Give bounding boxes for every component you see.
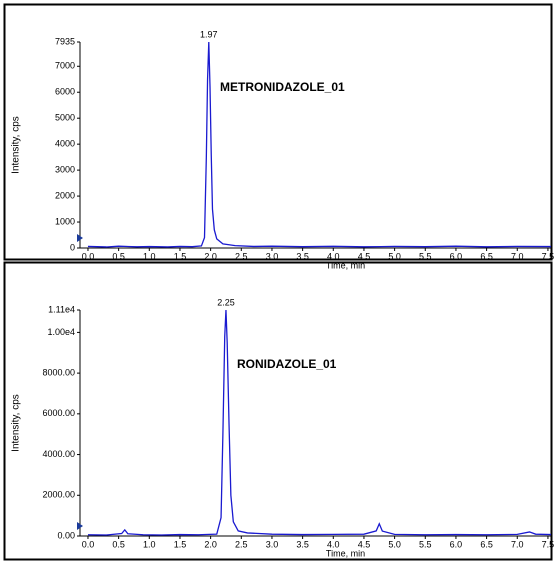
peak-label: 1.97 [200, 29, 218, 39]
x-tick-label: 5.0 [388, 539, 401, 549]
y-axis-label: Intensity, cps [11, 116, 22, 174]
x-tick-label: 7.5 [542, 539, 554, 549]
y-tick-label: 0 [70, 242, 75, 252]
x-tick-label: 5.0 [388, 251, 401, 261]
x-tick-label: 2.0 [204, 539, 217, 549]
x-tick-label: 4.5 [358, 539, 371, 549]
axis-marker [77, 522, 83, 530]
x-tick-label: 0.5 [112, 539, 125, 549]
x-tick-label: 0.0 [82, 539, 95, 549]
x-tick-label: 1.0 [143, 251, 156, 261]
x-tick-label: 3.5 [296, 251, 309, 261]
x-tick-label: 1.5 [174, 539, 187, 549]
x-tick-label: 6.0 [450, 251, 463, 261]
x-tick-label: 3.0 [266, 251, 279, 261]
x-tick-label: 0.5 [112, 251, 125, 261]
x-tick-label: 4.0 [327, 539, 340, 549]
y-tick-label: 6000 [55, 87, 75, 97]
y-tick-label: 1.00e4 [47, 327, 75, 337]
y-tick-label: 7935 [55, 36, 75, 46]
y-tick-label: 4000.00 [42, 449, 75, 459]
peak-label: 2.25 [217, 297, 235, 307]
y-axis-label: Intensity, cps [11, 394, 22, 452]
x-tick-label: 0.0 [82, 251, 95, 261]
x-tick-label: 2.5 [235, 539, 248, 549]
chart-title: METRONIDAZOLE_01 [220, 80, 345, 94]
x-tick-label: 4.0 [327, 251, 340, 261]
y-tick-label: 0.00 [57, 530, 75, 540]
y-tick-label: 6000.00 [42, 408, 75, 418]
y-tick-label: 8000.00 [42, 367, 75, 377]
chart-title: RONIDAZOLE_01 [237, 357, 337, 371]
x-tick-label: 5.5 [419, 539, 432, 549]
x-tick-label: 2.5 [235, 251, 248, 261]
y-tick-label: 3000 [55, 164, 75, 174]
y-tick-label: 2000 [55, 190, 75, 200]
x-tick-label: 3.0 [266, 539, 279, 549]
x-tick-label: 3.5 [296, 539, 309, 549]
x-tick-label: 2.0 [204, 251, 217, 261]
x-tick-label: 6.5 [480, 539, 493, 549]
panel-frame [3, 261, 553, 561]
x-tick-label: 1.0 [143, 539, 156, 549]
panel-frame [3, 3, 553, 261]
y-tick-label: 7000 [55, 61, 75, 71]
x-tick-label: 5.5 [419, 251, 432, 261]
y-tick-label: 4000 [55, 139, 75, 149]
y-tick-label: 2000.00 [42, 490, 75, 500]
y-tick-label: 1000 [55, 216, 75, 226]
x-axis-label: Time, min [326, 548, 365, 558]
series-line [87, 309, 552, 536]
x-tick-label: 6.5 [480, 251, 493, 261]
series-line [87, 41, 552, 248]
x-axis-label: Time, min [326, 260, 365, 270]
y-tick-label: 1.11e4 [48, 304, 75, 314]
x-tick-label: 1.5 [174, 251, 187, 261]
x-tick-label: 7.0 [511, 539, 524, 549]
x-tick-label: 7.0 [511, 251, 524, 261]
y-tick-label: 5000 [55, 113, 75, 123]
x-tick-label: 4.5 [358, 251, 371, 261]
x-tick-label: 7.5 [542, 251, 554, 261]
x-tick-label: 6.0 [450, 539, 463, 549]
axis-marker [77, 234, 83, 242]
